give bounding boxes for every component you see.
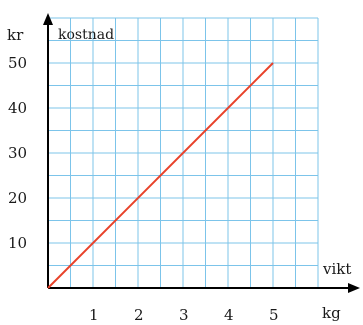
x-tick-label: 1	[89, 306, 99, 324]
y-tick-label: 20	[8, 189, 27, 207]
x-tick-label: 5	[269, 306, 279, 324]
y-unit-label: kr	[7, 26, 24, 44]
x-unit-label: kg	[322, 304, 341, 322]
x-axis-title: vikt	[322, 260, 351, 278]
x-tick-label: 4	[224, 306, 234, 324]
y-tick-labels: 10 20 30 40 50	[8, 54, 27, 252]
y-tick-label: 50	[8, 54, 27, 72]
y-tick-label: 10	[8, 234, 27, 252]
y-tick-label: 40	[8, 99, 27, 117]
x-tick-label: 3	[179, 306, 189, 324]
x-tick-label: 2	[134, 306, 144, 324]
axes	[43, 13, 360, 293]
x-axis-arrow-icon	[348, 283, 360, 293]
y-axis-arrow-icon	[43, 13, 53, 25]
series-line	[47, 62, 274, 289]
series-group	[47, 62, 274, 289]
y-axis-title: kostnad	[58, 27, 114, 43]
y-tick-label: 30	[8, 144, 27, 162]
x-tick-labels: 1 2 3 4 5	[89, 306, 279, 324]
